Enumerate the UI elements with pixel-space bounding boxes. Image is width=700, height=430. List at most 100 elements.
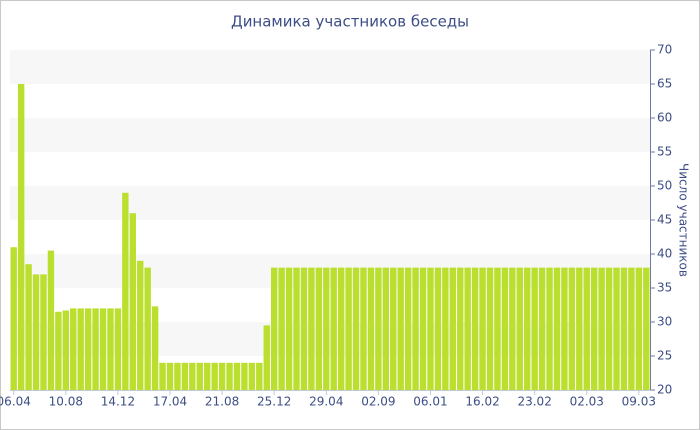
y-axis-label: Число участников	[677, 163, 691, 277]
grid-band	[10, 186, 650, 220]
bar	[442, 267, 449, 390]
bar	[598, 267, 605, 390]
bar	[590, 267, 598, 390]
bar	[204, 362, 211, 390]
x-tick-label: 02.09	[361, 395, 395, 409]
bar	[107, 308, 114, 390]
bar	[620, 267, 628, 390]
bar	[553, 267, 561, 390]
bar	[270, 267, 278, 390]
bar	[494, 267, 501, 390]
bar	[137, 260, 144, 390]
bar	[62, 310, 70, 390]
bar	[308, 267, 315, 390]
bar	[70, 308, 77, 390]
bar	[576, 267, 583, 390]
bar	[99, 308, 107, 390]
x-tick-label: 06.01	[413, 395, 447, 409]
y-tick-label: 60	[657, 111, 672, 125]
bar	[166, 362, 174, 390]
bar	[226, 362, 233, 390]
bar	[278, 267, 285, 390]
bar	[151, 306, 159, 390]
bar	[531, 267, 538, 390]
bar	[382, 267, 390, 390]
bar	[471, 267, 479, 390]
bar	[568, 267, 576, 390]
bar	[605, 267, 613, 390]
bar	[323, 267, 330, 390]
bar	[55, 311, 62, 390]
bar	[397, 267, 404, 390]
bar	[25, 264, 32, 390]
bar	[479, 267, 486, 390]
bar	[486, 267, 494, 390]
bar	[613, 267, 620, 390]
bar	[196, 362, 203, 390]
bar	[464, 267, 471, 390]
bar	[546, 267, 553, 390]
x-tick-label: 14.12	[101, 395, 135, 409]
bar	[300, 267, 308, 390]
bar	[256, 362, 263, 390]
bar	[241, 362, 248, 390]
bar	[367, 267, 375, 390]
bar	[427, 267, 434, 390]
grid-band	[10, 50, 650, 84]
bar	[501, 267, 509, 390]
x-tick-label: 23.02	[517, 395, 551, 409]
y-tick-label: 50	[657, 179, 672, 193]
bar	[122, 192, 129, 390]
x-tick-label: 25.12	[257, 395, 291, 409]
bar	[174, 362, 181, 390]
x-tick-label: 16.02	[465, 395, 499, 409]
bar	[32, 274, 40, 390]
bar	[159, 362, 166, 390]
y-tick-label: 45	[657, 213, 672, 227]
x-tick-label: 17.04	[153, 395, 187, 409]
bar	[189, 362, 196, 390]
bar	[538, 267, 546, 390]
y-tick-label: 35	[657, 281, 672, 295]
y-tick-label: 30	[657, 315, 672, 329]
y-tick-label: 55	[657, 145, 672, 159]
bar	[47, 250, 55, 390]
bar	[293, 267, 300, 390]
bar	[412, 267, 419, 390]
bar	[263, 325, 270, 390]
bar	[509, 267, 516, 390]
bar	[144, 267, 151, 390]
bar	[92, 308, 99, 390]
bar	[233, 362, 241, 390]
bar	[561, 267, 568, 390]
bar	[17, 84, 25, 390]
bar	[337, 267, 345, 390]
grid-band	[10, 118, 650, 152]
bar	[285, 267, 293, 390]
y-tick-label: 25	[657, 349, 672, 363]
x-tick-label: 06.04	[0, 395, 31, 409]
bar	[315, 267, 323, 390]
bar	[375, 267, 382, 390]
bar	[449, 267, 456, 390]
chart-title: Динамика участников беседы	[231, 13, 469, 31]
bar	[628, 267, 635, 390]
bar	[330, 267, 337, 390]
bar	[40, 274, 47, 390]
bar	[211, 362, 218, 390]
bar	[218, 362, 226, 390]
bar	[248, 362, 256, 390]
bar	[114, 308, 122, 390]
x-tick-label: 09.03	[622, 395, 656, 409]
bar	[524, 267, 531, 390]
y-tick-label: 40	[657, 247, 672, 261]
bar	[352, 267, 360, 390]
bar	[10, 247, 17, 390]
bar	[84, 308, 92, 390]
x-tick-label: 21.08	[205, 395, 239, 409]
y-tick-label: 70	[657, 43, 672, 57]
bar	[129, 213, 136, 390]
bar	[434, 267, 442, 390]
bar	[516, 267, 523, 390]
